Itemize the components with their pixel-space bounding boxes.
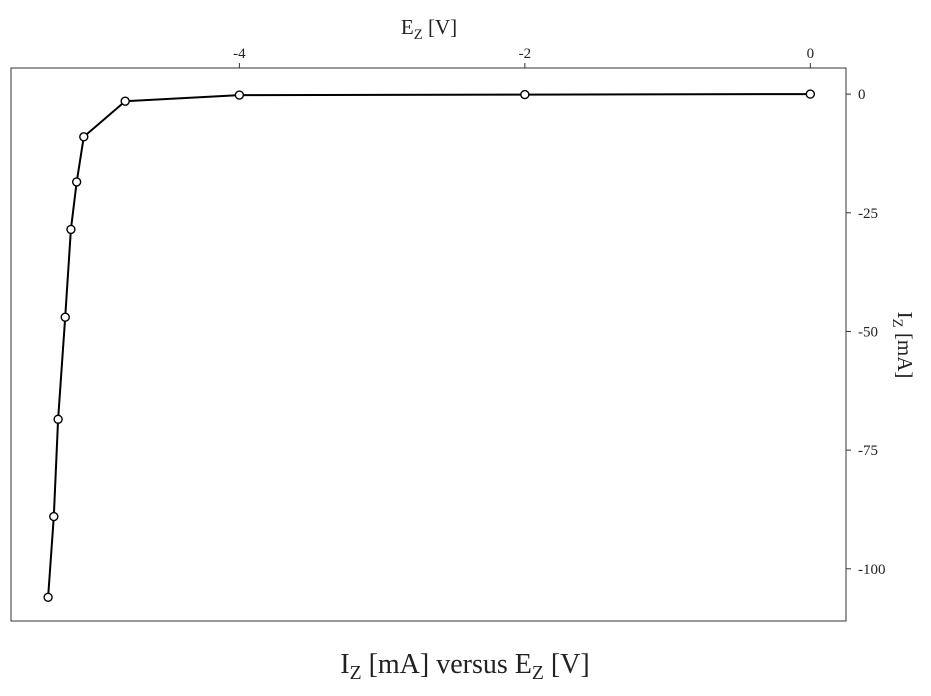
data-point: [60, 312, 70, 322]
data-point: [520, 89, 530, 100]
data-point: [43, 592, 53, 602]
data-points: [43, 89, 816, 602]
data-point: [120, 96, 130, 106]
chart-title: IZ [mA] versus EZ [V]: [340, 649, 589, 684]
data-point: [79, 132, 89, 142]
y-tick-label: -50: [858, 324, 878, 340]
y-tick-label: -25: [858, 206, 878, 222]
y-tick-label: -75: [858, 443, 878, 459]
y-tick-label: 0: [858, 87, 866, 103]
plot-frame: [10, 67, 847, 622]
data-point: [71, 177, 82, 187]
data-point: [66, 224, 76, 235]
data-point: [49, 511, 59, 522]
x-tick-label: -4: [233, 46, 246, 62]
y-axis-title: IZ [mA]: [889, 312, 917, 379]
data-point: [805, 89, 816, 99]
x-tick-label: 0: [807, 46, 815, 62]
data-point: [234, 90, 245, 100]
x-axis-title: EZ [V]: [401, 15, 457, 43]
x-axis-ticks: -4 -2 0: [233, 46, 814, 68]
series-line: [47, 93, 811, 598]
y-axis-ticks: 0 -25 -50 -75 -100: [846, 87, 886, 578]
data-point: [53, 414, 63, 424]
x-tick-label: -2: [519, 46, 532, 62]
y-tick-label: -100: [858, 562, 886, 578]
